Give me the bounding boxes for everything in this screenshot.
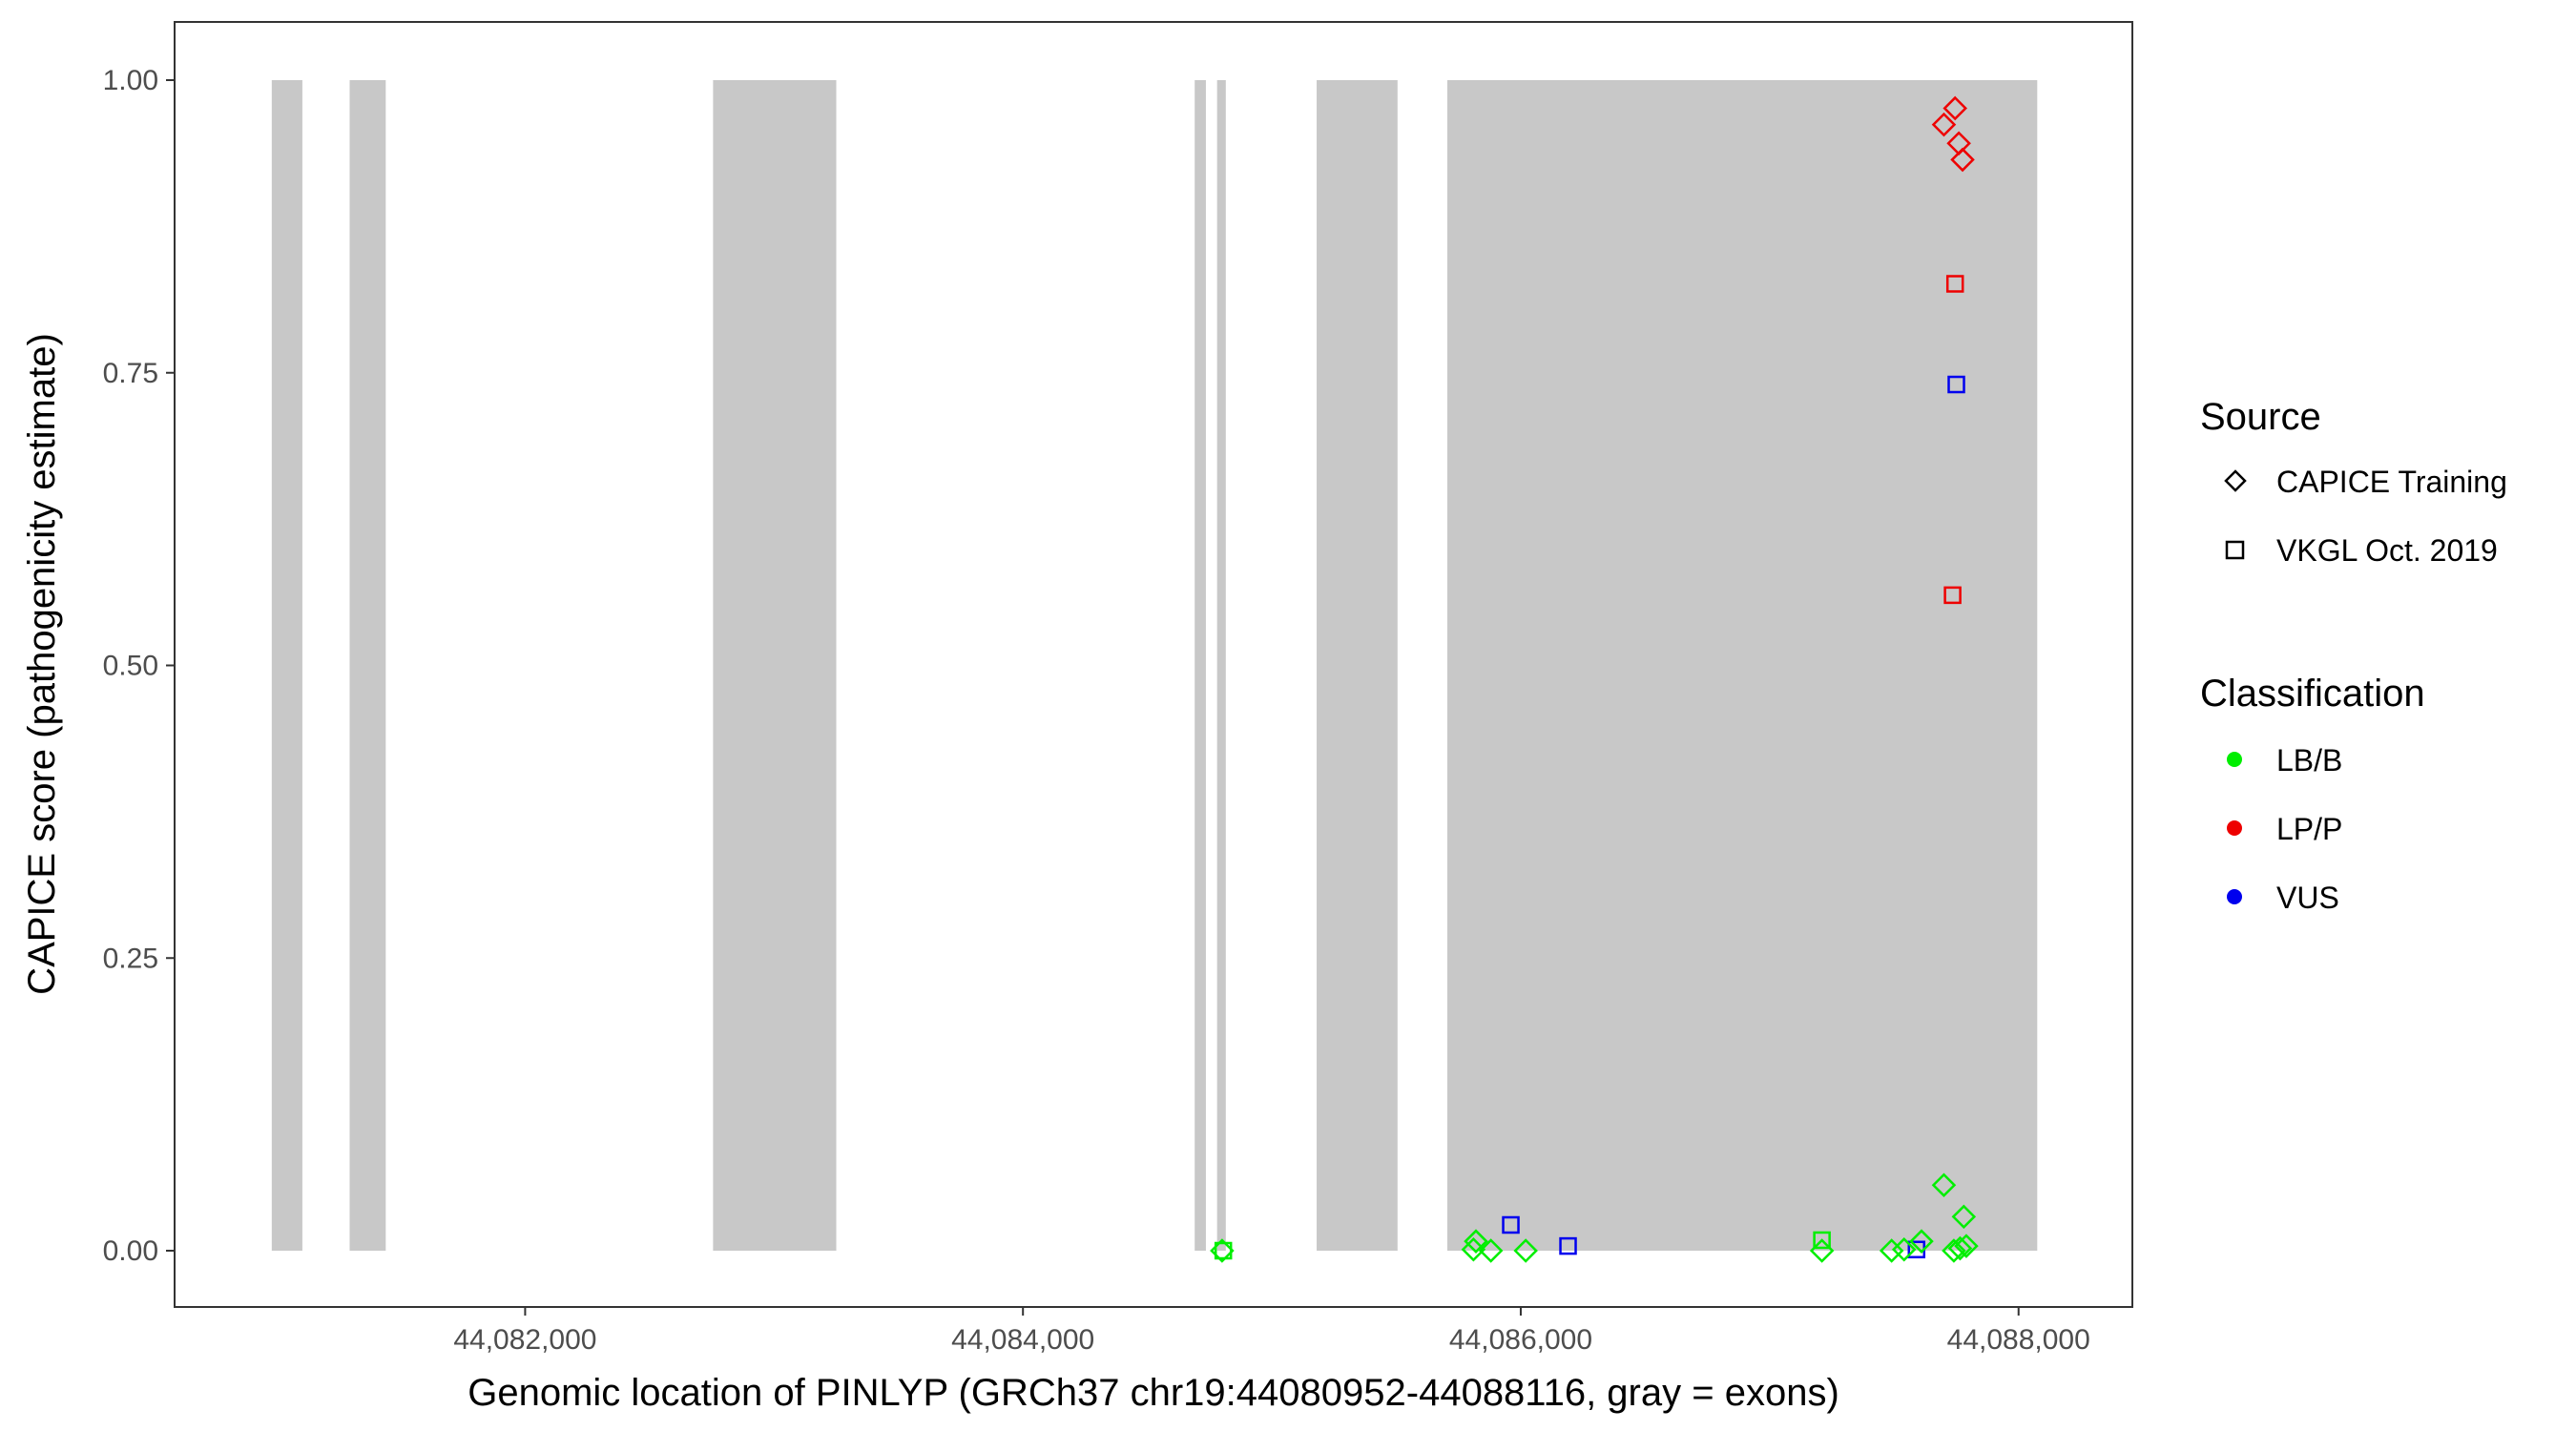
exon-band-2 (713, 80, 837, 1251)
point-diamond-15 (1513, 1238, 1538, 1263)
point-diamond-18 (1879, 1238, 1904, 1263)
exon-band-4 (1216, 80, 1226, 1251)
legend-source-item-1: VKGL Oct. 2019 (2276, 533, 2498, 568)
point-diamond-13 (1461, 1237, 1486, 1262)
point-diamond-24 (1954, 1234, 1979, 1258)
x-tick-label-0: 44,082,000 (453, 1324, 596, 1356)
point-diamond-22 (1951, 1204, 1977, 1230)
y-tick-label-1: 0.25 (103, 943, 158, 974)
y-axis-title: CAPICE score (pathogenicity estimate) (21, 333, 63, 995)
point-square-4 (1945, 275, 1964, 293)
point-diamond-0 (1931, 112, 1957, 137)
y-axis: 0.00 0.25 0.50 0.75 1.00 (103, 65, 175, 1267)
exon-band-6 (1446, 80, 2038, 1251)
x-tick-label-1: 44,084,000 (951, 1324, 1094, 1356)
x-axis-title: Genomic location of PINLYP (GRCh37 chr19… (467, 1372, 1839, 1414)
exon-band-5 (1317, 80, 1398, 1251)
legend-source-title: Source (2200, 396, 2321, 438)
legend-classification: Classification LB/B LP/P VUS (2200, 673, 2425, 915)
legend-classification-item-0: LB/B (2276, 743, 2342, 778)
point-diamond-17 (1809, 1238, 1835, 1263)
legend-classification-item-1: LP/P (2276, 812, 2342, 846)
legend-diamond-icon (2224, 469, 2247, 492)
point-diamond-23 (1942, 1238, 1966, 1263)
exon-band-1 (349, 80, 386, 1251)
y-tick-label-3: 0.75 (103, 358, 158, 389)
point-square-7 (1502, 1215, 1520, 1234)
point-diamond-14 (1478, 1238, 1504, 1263)
exon-bands (271, 80, 2038, 1251)
point-square-5 (1943, 586, 1962, 605)
y-tick-label-4: 1.00 (103, 65, 158, 96)
point-diamond-21 (1931, 1172, 1957, 1198)
y-tick-label-0: 0.00 (103, 1235, 158, 1267)
legend-vus-dot (2227, 889, 2242, 904)
exon-band-3 (1195, 80, 1206, 1251)
point-diamond-20 (1909, 1229, 1934, 1254)
point-diamond-19 (1891, 1237, 1917, 1262)
legend-lbb-dot (2227, 752, 2242, 767)
x-axis: 44,082,000 44,084,000 44,086,000 44,088,000 (453, 1307, 2090, 1356)
point-diamond-3 (1950, 147, 1975, 173)
x-tick-label-2: 44,086,000 (1449, 1324, 1592, 1356)
point-square-8 (1559, 1236, 1577, 1255)
point-square-11 (1214, 1241, 1233, 1260)
x-tick-label-3: 44,088,000 (1947, 1324, 2090, 1356)
legend-source: Source CAPICE Training VKGL Oct. 2019 (2200, 396, 2507, 568)
point-square-16 (1813, 1231, 1831, 1250)
exon-band-0 (271, 80, 302, 1251)
legend-source-item-0: CAPICE Training (2276, 465, 2507, 499)
point-diamond-25 (1947, 1235, 1973, 1261)
point-diamond-12 (1464, 1229, 1488, 1254)
data-points (1210, 95, 1979, 1263)
legend-lpp-dot (2227, 820, 2242, 836)
point-diamond-1 (1942, 95, 1967, 121)
point-square-6 (1947, 375, 1965, 394)
y-tick-label-2: 0.50 (103, 651, 158, 682)
legend-square-icon (2225, 540, 2245, 560)
legend-classification-item-2: VUS (2276, 881, 2339, 915)
legend-classification-title: Classification (2200, 673, 2425, 715)
